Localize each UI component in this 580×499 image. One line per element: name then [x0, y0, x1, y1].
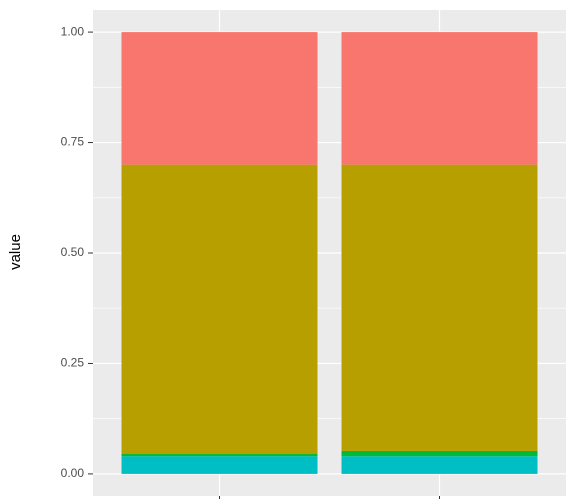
- bar-segment: [341, 32, 538, 165]
- bar-segment: [121, 32, 318, 165]
- bar-segment: [341, 450, 538, 457]
- y-tick-label: 0.75: [61, 135, 85, 149]
- y-tick-label: 0.00: [61, 466, 85, 480]
- bar-segment: [121, 164, 318, 455]
- bar-segment: [341, 164, 538, 451]
- y-tick-label: 1.00: [61, 24, 85, 38]
- y-tick-label: 0.50: [61, 245, 85, 259]
- bar-segment: [121, 454, 318, 457]
- bar-segment: [341, 456, 538, 474]
- bar-segment: [121, 456, 318, 474]
- y-axis-label: value: [7, 234, 24, 270]
- y-tick-label: 0.25: [61, 356, 85, 370]
